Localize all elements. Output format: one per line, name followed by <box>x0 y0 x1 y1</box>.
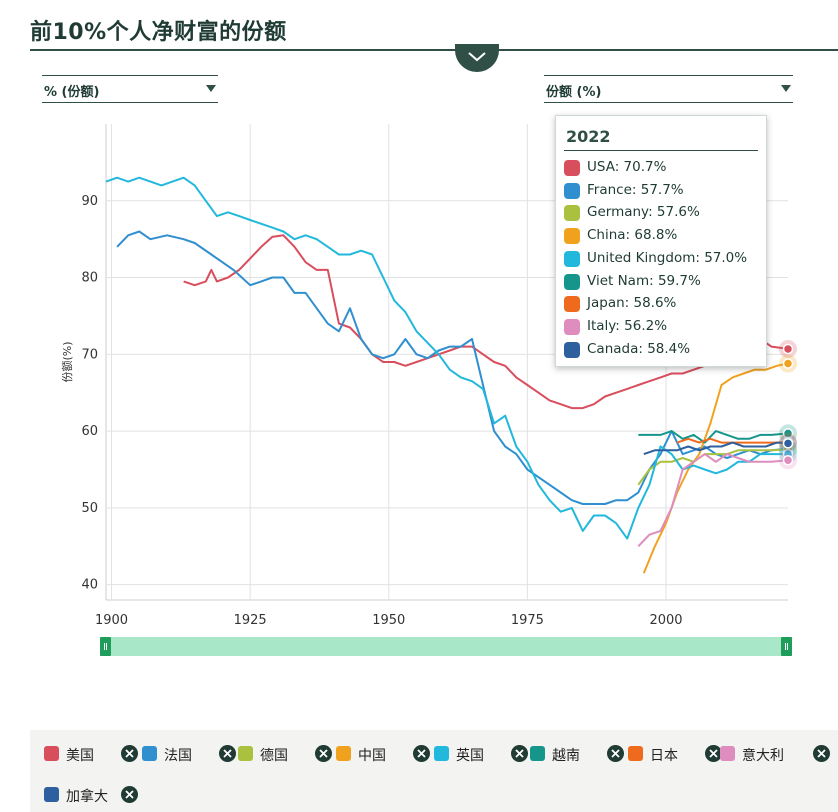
tooltip-swatch <box>564 318 580 335</box>
x-tick-label: 1950 <box>372 613 405 628</box>
remove-series-icon[interactable] <box>121 786 138 803</box>
y-tick-label: 70 <box>81 347 98 362</box>
legend: 美国 法国 德国 中国 英国 越南 日本 意大利加拿大 <box>30 730 838 812</box>
tooltip-swatch <box>564 228 580 245</box>
range-slider-right-handle[interactable] <box>781 637 792 656</box>
tooltip-swatch <box>564 341 580 358</box>
end-marker-china <box>782 358 794 369</box>
y-tick-label: 60 <box>81 424 98 439</box>
legend-label: 德国 <box>260 748 288 764</box>
y-tick-label: 90 <box>81 194 98 209</box>
x-tick-label: 2000 <box>649 613 682 628</box>
end-marker-usa <box>782 343 794 355</box>
measure-dropdown[interactable]: 份额 (%) <box>544 75 793 103</box>
end-marker-canada <box>782 438 794 449</box>
tooltip-value: Germany: 57.6% <box>587 204 700 221</box>
remove-series-icon[interactable] <box>705 745 722 762</box>
legend-label: 法国 <box>164 748 192 764</box>
range-slider-left-handle[interactable] <box>100 637 111 656</box>
tooltip-value: Canada: 58.4% <box>587 340 691 357</box>
series-line-vietnam <box>638 430 789 444</box>
legend-swatch <box>434 746 449 761</box>
page-title: 前10%个人净财富的份额 <box>30 20 287 45</box>
chevron-down-icon <box>468 52 486 62</box>
legend-swatch <box>530 746 545 761</box>
series-line-italy <box>637 453 789 547</box>
chevron-down-icon <box>781 85 791 92</box>
collapse-button[interactable] <box>455 44 499 72</box>
legend-label: 英国 <box>456 748 484 764</box>
legend-label: 中国 <box>358 748 386 764</box>
series-line-china <box>642 362 789 574</box>
legend-label: 意大利 <box>742 748 784 764</box>
series-line-france <box>116 230 789 505</box>
tooltip-swatch <box>564 250 580 267</box>
y-tick-label: 80 <box>81 271 98 286</box>
y-axis-label: 份额(%) <box>61 341 74 382</box>
legend-swatch <box>628 746 643 761</box>
unit-dropdown[interactable]: % (份额) <box>42 75 218 103</box>
legend-swatch <box>238 746 253 761</box>
series-line-uk <box>105 176 788 540</box>
y-tick-label: 40 <box>81 578 98 593</box>
legend-swatch <box>142 746 157 761</box>
series-line-canada <box>643 441 789 456</box>
remove-series-icon[interactable] <box>219 745 236 762</box>
x-tick-label: 1975 <box>511 613 544 628</box>
tooltip-value: France: 57.7% <box>587 181 684 198</box>
tooltip-value: United Kingdom: 57.0% <box>587 249 748 266</box>
legend-swatch <box>336 746 351 761</box>
tooltip-swatch <box>564 273 580 290</box>
x-tick-label: 1925 <box>234 613 267 628</box>
y-tick-label: 50 <box>81 501 98 516</box>
tooltip-swatch <box>564 160 580 176</box>
title-divider <box>30 49 838 51</box>
range-slider-track <box>100 637 792 656</box>
tooltip-value: Japan: 58.6% <box>587 295 677 312</box>
legend-label: 日本 <box>650 748 678 764</box>
series-line-usa <box>183 234 789 410</box>
end-marker-italy <box>782 455 794 466</box>
chevron-down-icon <box>206 85 216 92</box>
tooltip-value: China: 68.8% <box>587 227 678 244</box>
legend-swatch <box>44 787 59 802</box>
remove-series-icon[interactable] <box>607 745 624 762</box>
remove-series-icon[interactable] <box>413 745 430 762</box>
tooltip-year: 2022 <box>566 127 611 146</box>
tooltip-value: Viet Nam: 59.7% <box>587 272 701 289</box>
remove-series-icon[interactable] <box>121 745 138 762</box>
hover-tooltip: 2022 USA: 70.7% France: 57.7% Germany: 57.… <box>555 115 767 367</box>
remove-series-icon[interactable] <box>315 745 332 762</box>
remove-series-icon[interactable] <box>813 745 830 762</box>
tooltip-divider <box>564 150 758 151</box>
tooltip-value: Italy: 56.2% <box>587 317 668 334</box>
x-tick-label: 1900 <box>95 613 128 628</box>
legend-label: 美国 <box>66 748 94 764</box>
legend-label: 越南 <box>552 748 580 764</box>
unit-dropdown-label: % (份额) <box>44 85 100 100</box>
remove-series-icon[interactable] <box>511 745 528 762</box>
measure-dropdown-label: 份额 (%) <box>546 85 602 100</box>
tooltip-value: USA: 70.7% <box>587 159 667 175</box>
tooltip-swatch <box>564 182 580 199</box>
series-line-germany <box>637 448 789 486</box>
legend-swatch <box>44 746 59 761</box>
legend-swatch <box>720 746 735 761</box>
tooltip-swatch <box>564 205 580 222</box>
legend-label: 加拿大 <box>66 789 108 805</box>
tooltip-swatch <box>564 296 580 313</box>
